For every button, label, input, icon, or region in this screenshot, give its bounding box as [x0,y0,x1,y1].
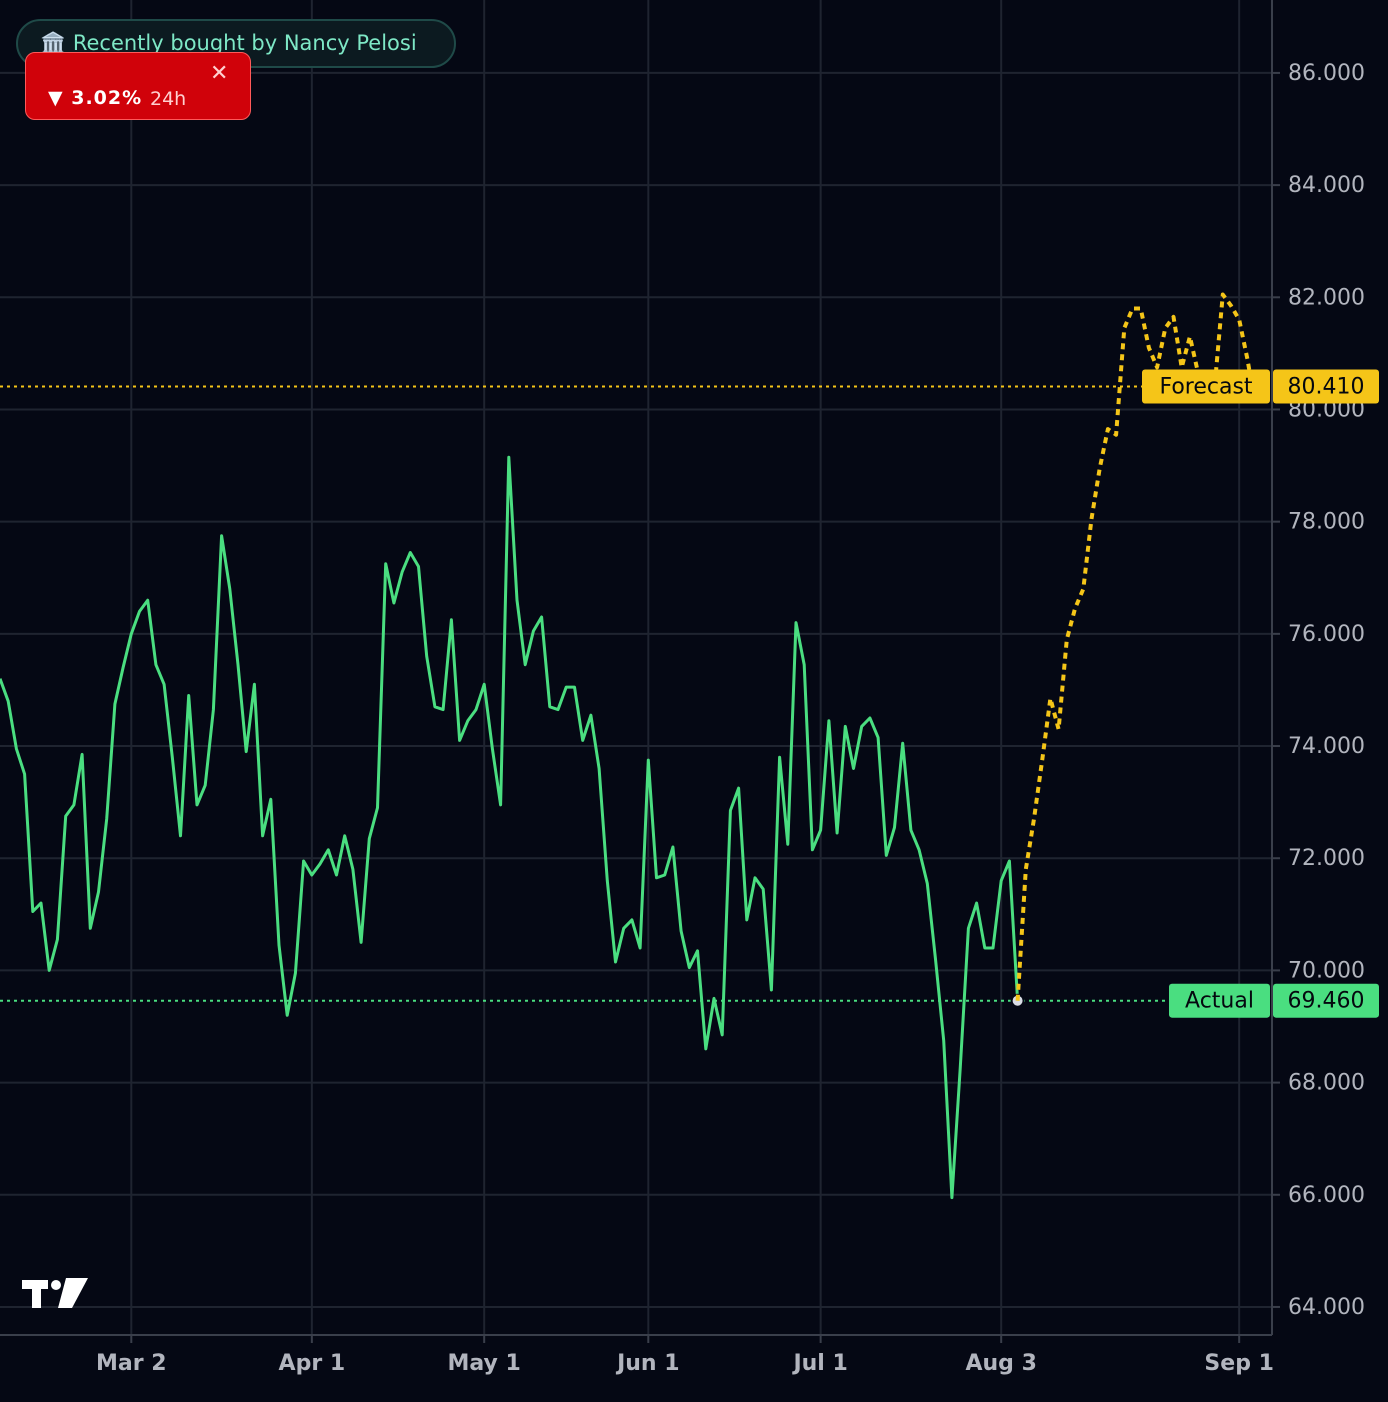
y-tick-label: 64.000 [1288,1295,1365,1320]
y-tick-label: 68.000 [1288,1071,1365,1096]
y-tick-label: 82.000 [1288,285,1365,310]
tradingview-logo [22,1278,88,1308]
y-tick-label: 76.000 [1288,622,1365,647]
price-tag [1273,983,1379,1018]
series-line [0,455,1020,1200]
y-tick-label: 72.000 [1288,846,1365,871]
y-tick-label: 84.000 [1288,173,1365,198]
change-card: ▼ 3.02% 24h ✕ [25,52,251,120]
y-tick-label: 86.000 [1288,61,1365,86]
y-tick-label: 74.000 [1288,734,1365,759]
x-tick-label: Aug 3 [965,1351,1036,1376]
y-tick-label: 78.000 [1288,510,1365,535]
x-tick-label: May 1 [447,1351,520,1376]
period: 24h [150,88,187,110]
legend-entry: Forecast [1159,374,1252,399]
change: ▼ 3.02% [48,87,143,109]
badge-text: Recently bought by Nancy Pelosi [72,31,417,55]
price-label: 69.460 [1288,989,1365,1014]
legend-entry: Actual [1185,989,1254,1014]
x-tick-label: Apr 1 [279,1351,346,1376]
series-tag [1169,983,1270,1018]
close-button[interactable]: ✕ [210,61,229,86]
y-tick-label: 70.000 [1288,958,1365,983]
series-tag [1142,369,1270,404]
x-tick-label: Mar 2 [96,1351,167,1376]
price-tag [1273,369,1379,404]
x-tick-label: Jun 1 [615,1351,679,1376]
bank-icon: 🏛️ [40,31,67,55]
price-label: 80.410 [1288,374,1365,399]
x-tick-label: Sep 1 [1204,1351,1273,1376]
y-tick-label: 66.000 [1288,1183,1365,1208]
change-value: 3.02% [71,87,143,109]
x-tick-label: Jul 1 [791,1351,847,1376]
